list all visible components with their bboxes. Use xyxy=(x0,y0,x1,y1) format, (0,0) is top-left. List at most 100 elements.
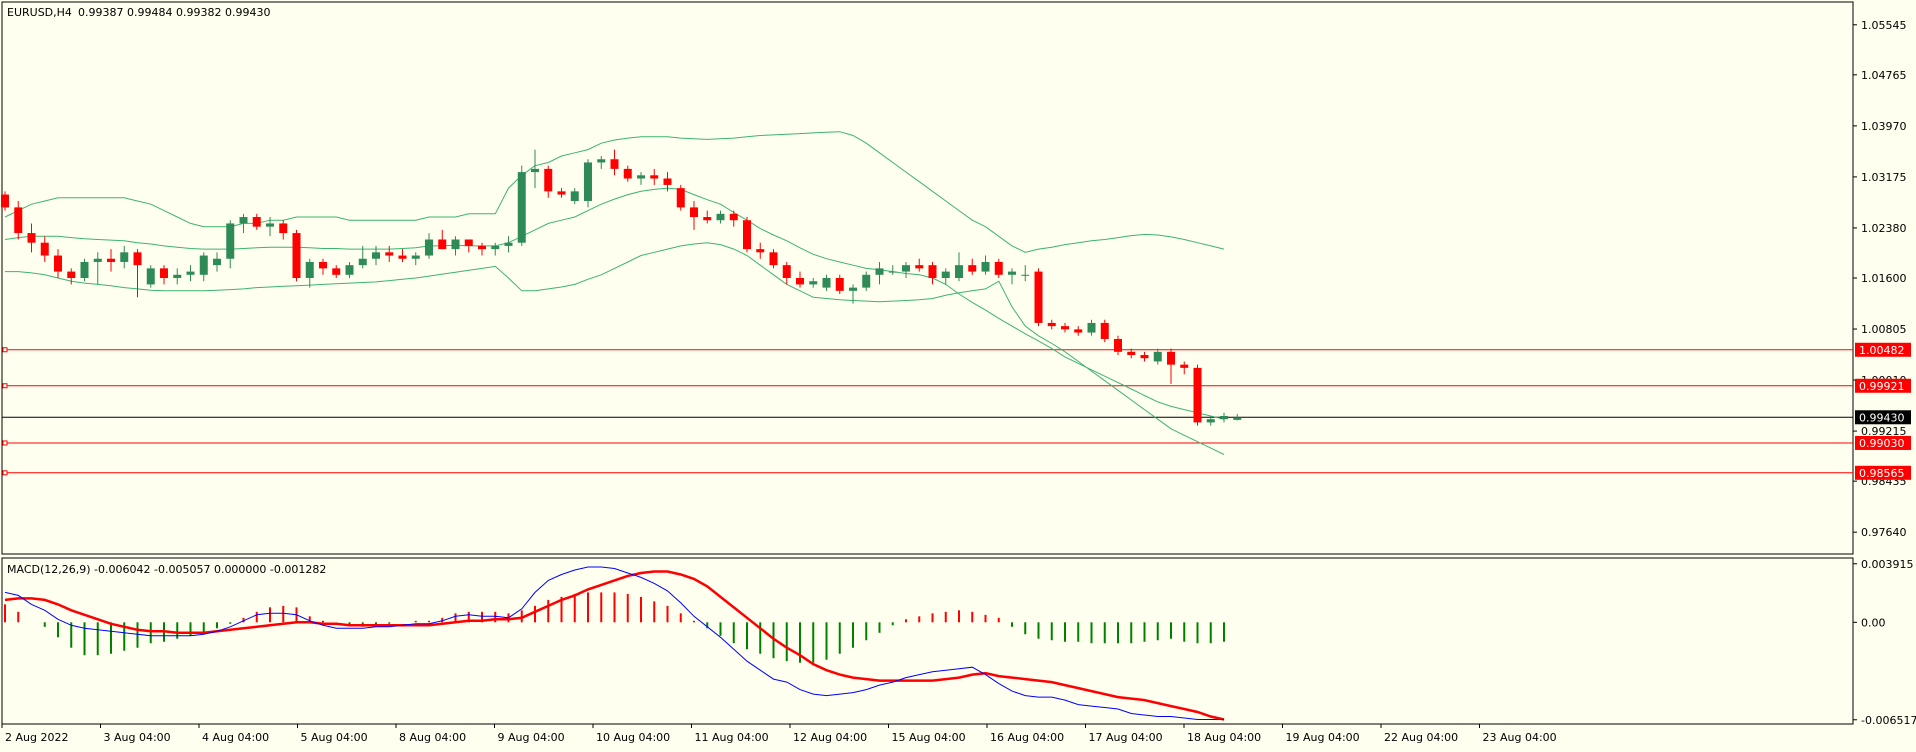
time-axis: 2 Aug 2022 3 Aug 04:00 4 Aug 04:00 5 Aug 04… xyxy=(1,724,1557,744)
candle-bull xyxy=(981,261,990,272)
candle-bull xyxy=(226,223,235,259)
macd-lines xyxy=(4,566,1225,721)
candle-bull xyxy=(570,191,579,201)
candle-bear xyxy=(398,255,407,259)
candle-bear xyxy=(133,252,142,266)
price-tick-label: 0.99215 xyxy=(1861,425,1907,438)
price-tick-label: 1.03175 xyxy=(1861,171,1907,184)
candle-bull xyxy=(266,223,274,227)
level-label: 0.99030 xyxy=(1859,437,1905,450)
candle-bear xyxy=(464,239,473,246)
macd-main-line xyxy=(4,566,1224,720)
time-tick-label: 23 Aug 04:00 xyxy=(1483,731,1557,744)
candle-bull xyxy=(902,265,910,272)
time-tick-label: 22 Aug 04:00 xyxy=(1384,731,1458,744)
symbol-label: EURUSD,H4 xyxy=(7,6,72,19)
candle-bear xyxy=(1047,322,1056,327)
level-label: 0.98565 xyxy=(1859,467,1905,480)
macd-tick-label: -0.006517 xyxy=(1861,714,1916,727)
candle-bear xyxy=(478,245,486,250)
price-panel[interactable]: 1.05545 1.04765 1.03970 1.03175 1.02380 1.016… xyxy=(1,1,1911,555)
candle-bear xyxy=(1193,367,1202,423)
bollinger-bands xyxy=(4,131,1225,455)
time-tick-label: 10 Aug 04:00 xyxy=(596,731,670,744)
candle-bear xyxy=(1,194,9,208)
time-tick-label: 17 Aug 04:00 xyxy=(1089,731,1163,744)
time-tick-label: 5 Aug 04:00 xyxy=(301,731,368,744)
macd-panel[interactable]: 0.003915 0.00 -0.006517 MACD(12,26,9) -0.0… xyxy=(1,557,1916,727)
candle-bull xyxy=(862,274,871,288)
candle-bear xyxy=(252,217,261,227)
band-upper xyxy=(4,131,1225,253)
candle-bear xyxy=(743,220,751,250)
candle-bull xyxy=(146,268,155,285)
level-lines[interactable] xyxy=(2,347,1853,476)
candle-bull xyxy=(809,281,818,285)
candle-bull xyxy=(213,258,221,266)
time-tick-label: 16 Aug 04:00 xyxy=(990,731,1064,744)
candle-bear xyxy=(1167,351,1175,365)
candle-bear xyxy=(438,239,447,250)
candle-bull xyxy=(517,172,526,243)
macd-panel-frame xyxy=(1,557,1854,725)
candle-bear xyxy=(968,265,977,272)
candle-bull xyxy=(637,175,645,179)
candle-bear xyxy=(650,175,659,179)
candle-bear xyxy=(292,233,301,278)
candle-bull xyxy=(1087,322,1096,333)
candle-bear xyxy=(1034,271,1043,323)
level-label-box xyxy=(1855,465,1911,480)
candle-bear xyxy=(40,242,49,256)
candle-bull xyxy=(955,265,963,278)
level-handle xyxy=(2,383,8,389)
candle-bull xyxy=(1220,416,1228,420)
candle-bear xyxy=(107,258,115,262)
candle-bear xyxy=(1074,329,1083,333)
time-tick-label: 15 Aug 04:00 xyxy=(892,731,966,744)
candle-bull xyxy=(372,252,380,259)
price-tick-label: 0.97640 xyxy=(1861,526,1907,539)
candle-bear xyxy=(623,168,632,179)
band-lower xyxy=(5,242,1225,455)
candle-bull xyxy=(597,159,606,163)
level-label-box xyxy=(1855,435,1911,450)
candle-bear xyxy=(67,271,76,278)
price-tick-label: 1.03970 xyxy=(1861,120,1907,133)
price-tick-label: 1.00805 xyxy=(1861,323,1907,336)
candle-bear xyxy=(1127,351,1136,356)
candle-bull xyxy=(1206,419,1215,423)
candle-bear xyxy=(54,255,62,272)
candle-bear xyxy=(994,261,1003,275)
candle-bull xyxy=(345,265,354,275)
level-label-box xyxy=(1855,378,1911,393)
level-label: 0.99921 xyxy=(1859,380,1905,393)
level-label: 1.00482 xyxy=(1859,344,1905,357)
time-tick-label: 8 Aug 04:00 xyxy=(399,731,466,744)
candle-bear xyxy=(544,168,553,192)
candle-bear xyxy=(557,191,566,195)
macd-histogram xyxy=(4,592,1225,663)
candle-bear xyxy=(663,178,672,185)
candle-bull xyxy=(239,217,248,224)
macd-tick-label: 0.003915 xyxy=(1861,558,1914,571)
price-tick-label: 1.01600 xyxy=(1861,272,1907,285)
candle-bull xyxy=(491,245,500,250)
price-tick-label: 1.05545 xyxy=(1861,19,1907,32)
candle-bear xyxy=(1140,355,1149,359)
candle-bear xyxy=(385,252,394,256)
price-tick-label: 1.02380 xyxy=(1861,222,1907,235)
macd-tick-label: 0.00 xyxy=(1861,616,1886,629)
candle-bull xyxy=(716,213,725,221)
time-tick-label: 3 Aug 04:00 xyxy=(104,731,171,744)
candlesticks xyxy=(1,149,1242,426)
candle-bear xyxy=(835,278,844,291)
candle-bull xyxy=(173,274,182,278)
candle-bear xyxy=(332,268,341,275)
candle-bull xyxy=(875,268,884,275)
candle-bull xyxy=(822,278,831,288)
candle-bull xyxy=(358,258,367,266)
candle-bear xyxy=(915,265,924,269)
